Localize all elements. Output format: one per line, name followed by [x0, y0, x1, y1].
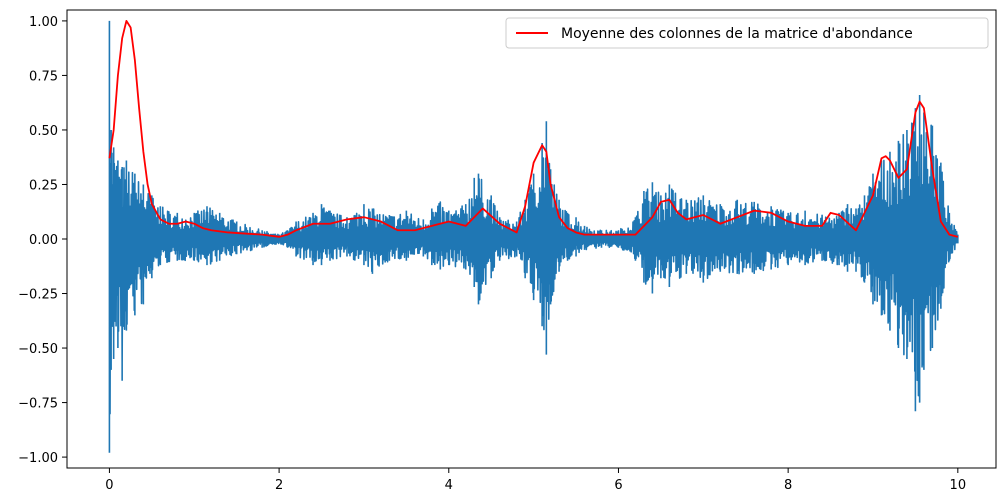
y-tick-label: 0.50 [29, 124, 58, 139]
y-axis: 1.00 0.75 0.50 0.25 0.00 −0.25 −0.50 −0.75 −1.00 [18, 15, 67, 466]
x-tick-label: 0 [105, 478, 113, 493]
mean-line [108, 20, 959, 238]
x-tick-label: 8 [784, 478, 792, 493]
x-axis: 0 2 4 6 8 10 [105, 468, 966, 493]
y-tick-label: −0.75 [18, 397, 58, 412]
y-tick-label: 0.00 [29, 233, 58, 248]
y-tick-label: 1.00 [29, 15, 58, 30]
x-tick-label: 10 [950, 478, 967, 493]
y-tick-label: −1.00 [18, 451, 58, 466]
waveform-series [108, 20, 959, 453]
x-tick-label: 6 [614, 478, 622, 493]
legend-box [505, 17, 989, 49]
legend: Moyenne des colonnes de la matrice d'abo… [505, 17, 989, 49]
waveform-line [108, 20, 959, 453]
mean-series [108, 20, 959, 238]
x-tick-label: 2 [275, 478, 283, 493]
y-tick-label: −0.50 [18, 342, 58, 357]
y-tick-label: 0.75 [29, 69, 58, 84]
legend-label-mean: Moyenne des colonnes de la matrice d'abo… [561, 26, 913, 42]
y-tick-label: −0.25 [18, 288, 58, 303]
y-tick-label: 0.25 [29, 178, 58, 193]
x-tick-label: 4 [445, 478, 453, 493]
